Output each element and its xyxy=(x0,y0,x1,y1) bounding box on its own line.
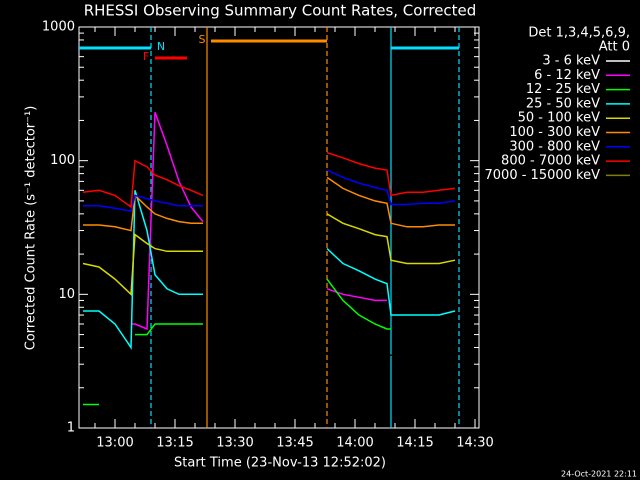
series-line xyxy=(83,190,456,350)
x-tick-label: 13:00 xyxy=(96,436,133,451)
x-axis-label: Start Time (23-Nov-13 12:52:02) xyxy=(174,456,386,471)
legend-label: 3 - 6 keV xyxy=(542,54,600,69)
y-tick-label: 10 xyxy=(58,287,75,302)
legend-label: 25 - 50 keV xyxy=(526,96,600,111)
legend-label: 12 - 25 keV xyxy=(526,82,600,97)
footer: 24-Oct-2021 22:11 xyxy=(561,470,637,479)
legend-header: Att 0 xyxy=(599,40,630,55)
legend-label: 100 - 300 keV xyxy=(509,125,600,140)
y-tick-label: 1 xyxy=(67,421,75,436)
series-line xyxy=(83,169,456,212)
legend-label: 300 - 800 keV xyxy=(509,139,600,154)
interval-label: S xyxy=(199,33,206,46)
series-line xyxy=(131,112,387,331)
y-tick-label: 1000 xyxy=(42,20,75,35)
series-line xyxy=(82,213,456,296)
x-tick-label: 14:00 xyxy=(336,436,373,451)
series-line xyxy=(83,278,391,406)
legend-label: 7000 - 15000 keV xyxy=(485,168,601,183)
x-tick-label: 13:30 xyxy=(216,436,253,451)
legend-label: 50 - 100 keV xyxy=(518,111,601,126)
series-line xyxy=(82,151,456,209)
legend-label: 6 - 12 keV xyxy=(534,68,600,83)
series-line xyxy=(83,176,455,232)
y-tick-label: 100 xyxy=(50,153,75,168)
x-tick-label: 13:15 xyxy=(156,436,193,451)
x-tick-label: 13:45 xyxy=(276,436,313,451)
interval-label: F xyxy=(143,50,149,63)
legend-header: Det 1,3,4,5,6,9, xyxy=(528,26,630,41)
plot-frame xyxy=(78,26,480,429)
legend-label: 800 - 7000 keV xyxy=(501,154,600,169)
interval-label: N xyxy=(157,40,165,53)
series-line xyxy=(130,91,407,388)
chart-title: RHESSI Observing Summary Count Rates, Co… xyxy=(84,2,477,20)
x-tick-label: 14:15 xyxy=(396,436,433,451)
x-tick-label: 14:30 xyxy=(456,436,493,451)
y-axis-label: Corrected Count Rate (s⁻¹ detector⁻¹) xyxy=(24,106,39,351)
